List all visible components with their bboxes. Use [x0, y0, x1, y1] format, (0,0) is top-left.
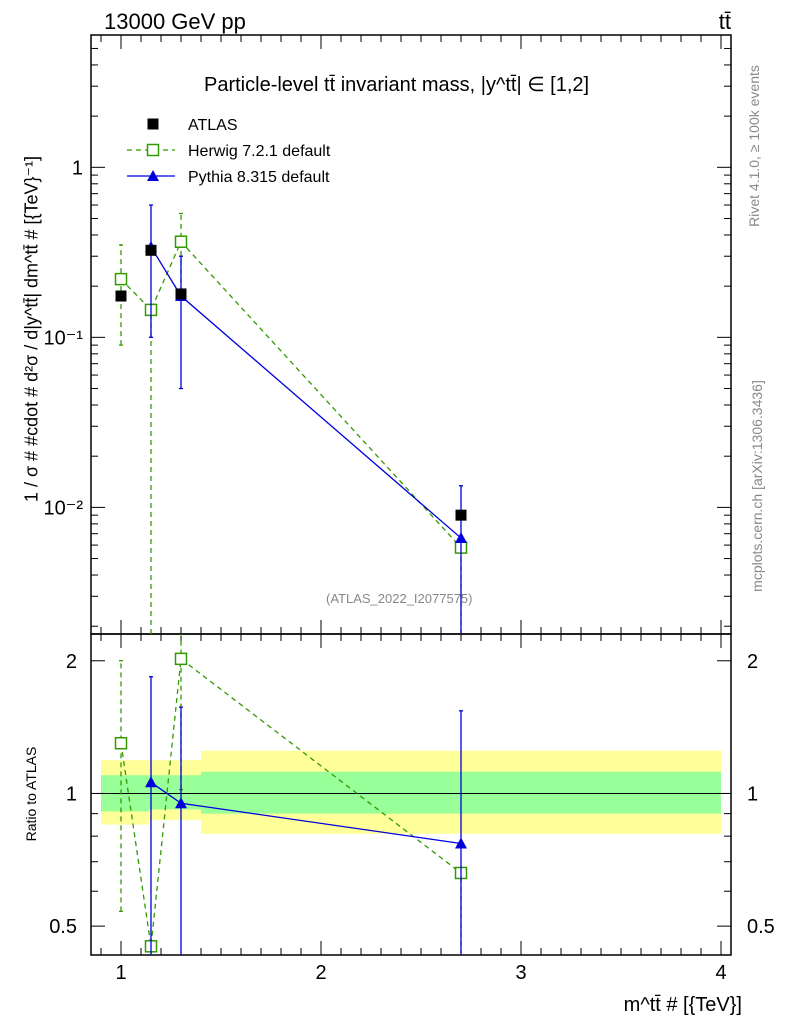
x-tick-label: 4	[715, 962, 726, 984]
watermark: (ATLAS_2022_I2077575)	[326, 591, 473, 606]
ratio-pythia-point	[145, 776, 157, 788]
main-herwig-line	[120, 240, 462, 549]
main-plot-title: Particle-level tt̄ invariant mass, |y^tt…	[204, 74, 590, 96]
main-atlas-point	[145, 244, 157, 256]
main-y-tick-label: 10⁻¹	[44, 327, 84, 349]
main-pythia-line	[150, 246, 462, 539]
x-tick-label: 3	[515, 962, 526, 984]
ratio-y-tick-label-right: 1	[747, 783, 758, 805]
main-plot-frame	[90, 34, 732, 635]
legend-pythia-label: Pythia 8.315 default	[188, 169, 330, 186]
ratio-y-tick-label-right: 2	[747, 651, 758, 673]
ratio-pythia-point	[175, 797, 187, 809]
mcplots-label: mcplots.cern.ch [arXiv:1306.3436]	[749, 380, 765, 592]
ratio-y-tick-label-left: 0.5	[49, 916, 77, 938]
legend-atlas-label: ATLAS	[188, 117, 238, 134]
ratio-herwig-point	[114, 736, 128, 750]
legend-herwig-label: Herwig 7.2.1 default	[188, 143, 331, 160]
legend-atlas-marker	[147, 118, 159, 130]
ratio-y-tick-label-left: 2	[66, 651, 77, 673]
process-label: tt̄	[718, 9, 731, 34]
x-tick-label: 2	[315, 962, 326, 984]
main-atlas-point	[455, 509, 467, 521]
ratio-y-tick-label-right: 0.5	[747, 916, 775, 938]
main-y-tick-label: 1	[72, 157, 83, 179]
ratio-y-tick-label-left: 1	[66, 783, 77, 805]
main-herwig-point	[174, 235, 188, 248]
main-herwig-point	[114, 272, 128, 286]
legend-pythia-marker	[147, 170, 159, 181]
main-atlas-point	[115, 290, 127, 302]
ratio-pythia-point	[455, 837, 467, 849]
x-tick-label: 1	[115, 962, 126, 984]
x-axis-label: m^tt̄ # [{TeV}]	[623, 994, 742, 1016]
ratio-herwig-line	[120, 657, 462, 947]
ratio-band-inner-1	[149, 775, 201, 810]
main-y-tick-label: 10⁻²	[44, 497, 84, 519]
ratio-herwig-point	[174, 652, 188, 666]
legend-herwig-marker	[146, 143, 160, 157]
rivet-label: Rivet 4.1.0, ≥ 100k events	[746, 65, 762, 227]
main-atlas-point	[175, 288, 187, 300]
main-pythia-point	[455, 532, 467, 544]
energy-label: 13000 GeV pp	[104, 9, 246, 34]
main-y-axis-label: 1 / σ # #cdot # d²σ / d|y^tt̄| dm^tt̄ # …	[21, 155, 42, 503]
ratio-plot-frame	[90, 633, 732, 956]
ratio-y-axis-label: Ratio to ATLAS	[23, 746, 39, 842]
